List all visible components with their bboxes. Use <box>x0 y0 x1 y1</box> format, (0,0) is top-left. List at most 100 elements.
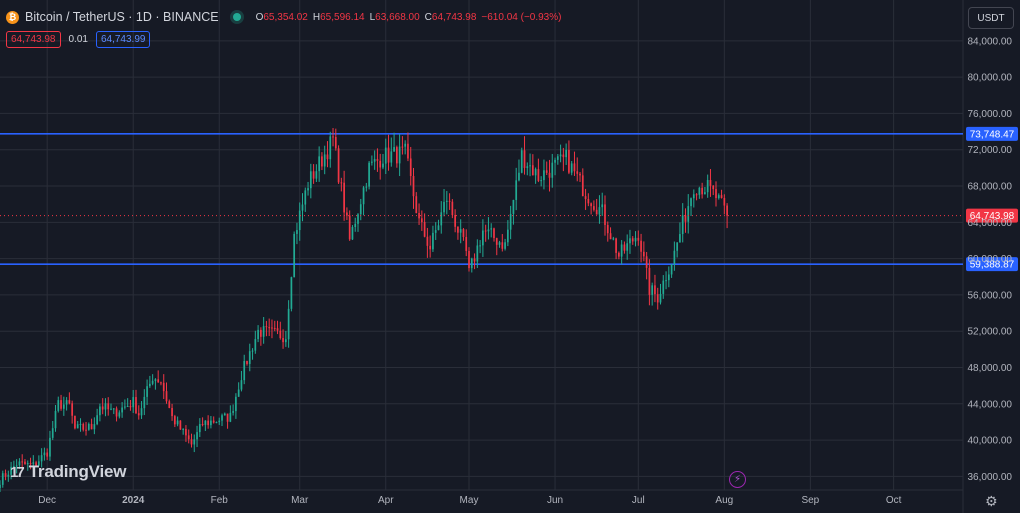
candle-body <box>373 159 376 162</box>
candle-body <box>76 424 79 429</box>
candle-body <box>615 238 617 253</box>
ohlc-open-key: O <box>255 11 264 23</box>
candle-body <box>723 197 726 206</box>
lightning-icon[interactable]: ⚡ <box>729 471 746 488</box>
candle-body <box>371 161 373 163</box>
candle-body <box>215 422 218 424</box>
candle-body <box>595 209 598 215</box>
ohlc-low: 63,668.00 <box>375 11 420 23</box>
candle-body <box>706 180 709 193</box>
candle-body <box>451 201 454 215</box>
candle-body <box>154 379 157 381</box>
candle-body <box>404 143 407 147</box>
candle-body <box>543 170 545 181</box>
candle-body <box>584 196 587 200</box>
candle-body <box>568 149 570 173</box>
candlestick-series <box>0 128 728 493</box>
candle-body <box>60 400 62 409</box>
symbol-header[interactable]: ₿ Bitcoin / TetherUS · 1D · BINANCE O 65,… <box>6 8 561 26</box>
candle-body <box>579 173 581 176</box>
candle-body <box>126 406 129 408</box>
candle-body <box>648 267 651 295</box>
candle-body <box>573 163 576 172</box>
candle-body <box>157 379 160 383</box>
candle-body <box>165 391 168 402</box>
price-axis-label: 72,000.00 <box>968 145 1013 156</box>
ohlc-high: 65,596.14 <box>320 11 365 23</box>
candle-body <box>407 143 409 159</box>
candle-body <box>176 420 179 425</box>
candle-body <box>326 154 329 160</box>
candle-body <box>548 172 551 178</box>
buy-button[interactable]: 64,743.99 <box>95 31 151 48</box>
candle-body <box>382 163 384 168</box>
candle-body <box>593 206 595 210</box>
level-price-label: 73,748.47 <box>970 129 1015 140</box>
candle-body <box>712 185 715 190</box>
candle-body <box>160 382 162 384</box>
candle-body <box>21 461 24 463</box>
candle-body <box>135 397 137 414</box>
candle-body <box>7 474 10 477</box>
candle-body <box>162 382 165 392</box>
candle-body <box>493 228 495 239</box>
candle-body <box>171 407 173 417</box>
candle-body <box>379 160 382 168</box>
candle-body <box>432 232 434 250</box>
time-axis-label: Dec <box>38 495 56 506</box>
candle-body <box>434 230 437 233</box>
candle-body <box>645 256 648 268</box>
candle-body <box>251 350 254 352</box>
candle-body <box>82 424 85 430</box>
candle-body <box>620 244 623 257</box>
price-axis[interactable]: 36,000.00 40,000.00 44,000.00 48,000.00 52,0… <box>968 36 1013 483</box>
currency-button[interactable]: USDT <box>968 7 1014 29</box>
candle-body <box>359 204 362 215</box>
candle-body <box>121 407 123 413</box>
level-price-label-bg <box>966 126 1018 141</box>
candle-body <box>445 200 448 202</box>
candle-body <box>332 136 334 138</box>
horizontal-levels[interactable]: 73,748.47 59,388.87 <box>0 126 1018 272</box>
candle-body <box>529 165 531 167</box>
ohlc-change: −610.04 (−0.93%) <box>481 11 562 23</box>
price-axis-label: 56,000.00 <box>968 290 1013 301</box>
market-status-icon[interactable] <box>232 13 241 21</box>
candle-body <box>515 180 518 200</box>
price-axis-label: 36,000.00 <box>968 472 1013 483</box>
time-axis-label: Sep <box>801 495 819 506</box>
candle-body <box>440 212 443 226</box>
candle-body <box>395 147 398 164</box>
time-axis[interactable]: Dec 2024 Feb Mar Apr May Jun Jul Aug Sep Oct <box>38 495 901 506</box>
ohlc-high-key: H <box>312 11 321 23</box>
candle-body <box>448 200 451 202</box>
candle-body <box>590 203 592 207</box>
candle-body <box>1 473 4 485</box>
time-axis-label: Feb <box>211 495 229 506</box>
candle-body <box>618 252 620 257</box>
candle-body <box>13 466 15 468</box>
candle-body <box>629 238 631 244</box>
candle-body <box>223 413 226 416</box>
candle-body <box>609 233 612 240</box>
price-axis-label: 48,000.00 <box>968 363 1013 374</box>
candle-body <box>149 383 151 387</box>
candle-body <box>482 230 484 246</box>
tradingview-logo[interactable]: 17 TradingView <box>10 462 127 482</box>
gear-icon[interactable]: ⚙ <box>985 493 998 509</box>
candle-body <box>715 189 717 199</box>
candle-body <box>601 204 604 208</box>
candle-body <box>4 473 7 477</box>
candle-body <box>193 439 196 445</box>
sell-button[interactable]: 64,743.98 <box>6 31 61 48</box>
candle-body <box>698 187 701 195</box>
candle-body <box>656 294 659 303</box>
candle-body <box>565 149 568 158</box>
time-axis-label: Mar <box>291 495 309 506</box>
spread-value: 0.01 <box>68 34 88 45</box>
symbol-title[interactable]: Bitcoin / TetherUS · 1D · BINANCE <box>25 10 219 24</box>
candle-body <box>182 428 185 430</box>
candle-body <box>559 154 562 157</box>
candle-body <box>112 408 115 410</box>
